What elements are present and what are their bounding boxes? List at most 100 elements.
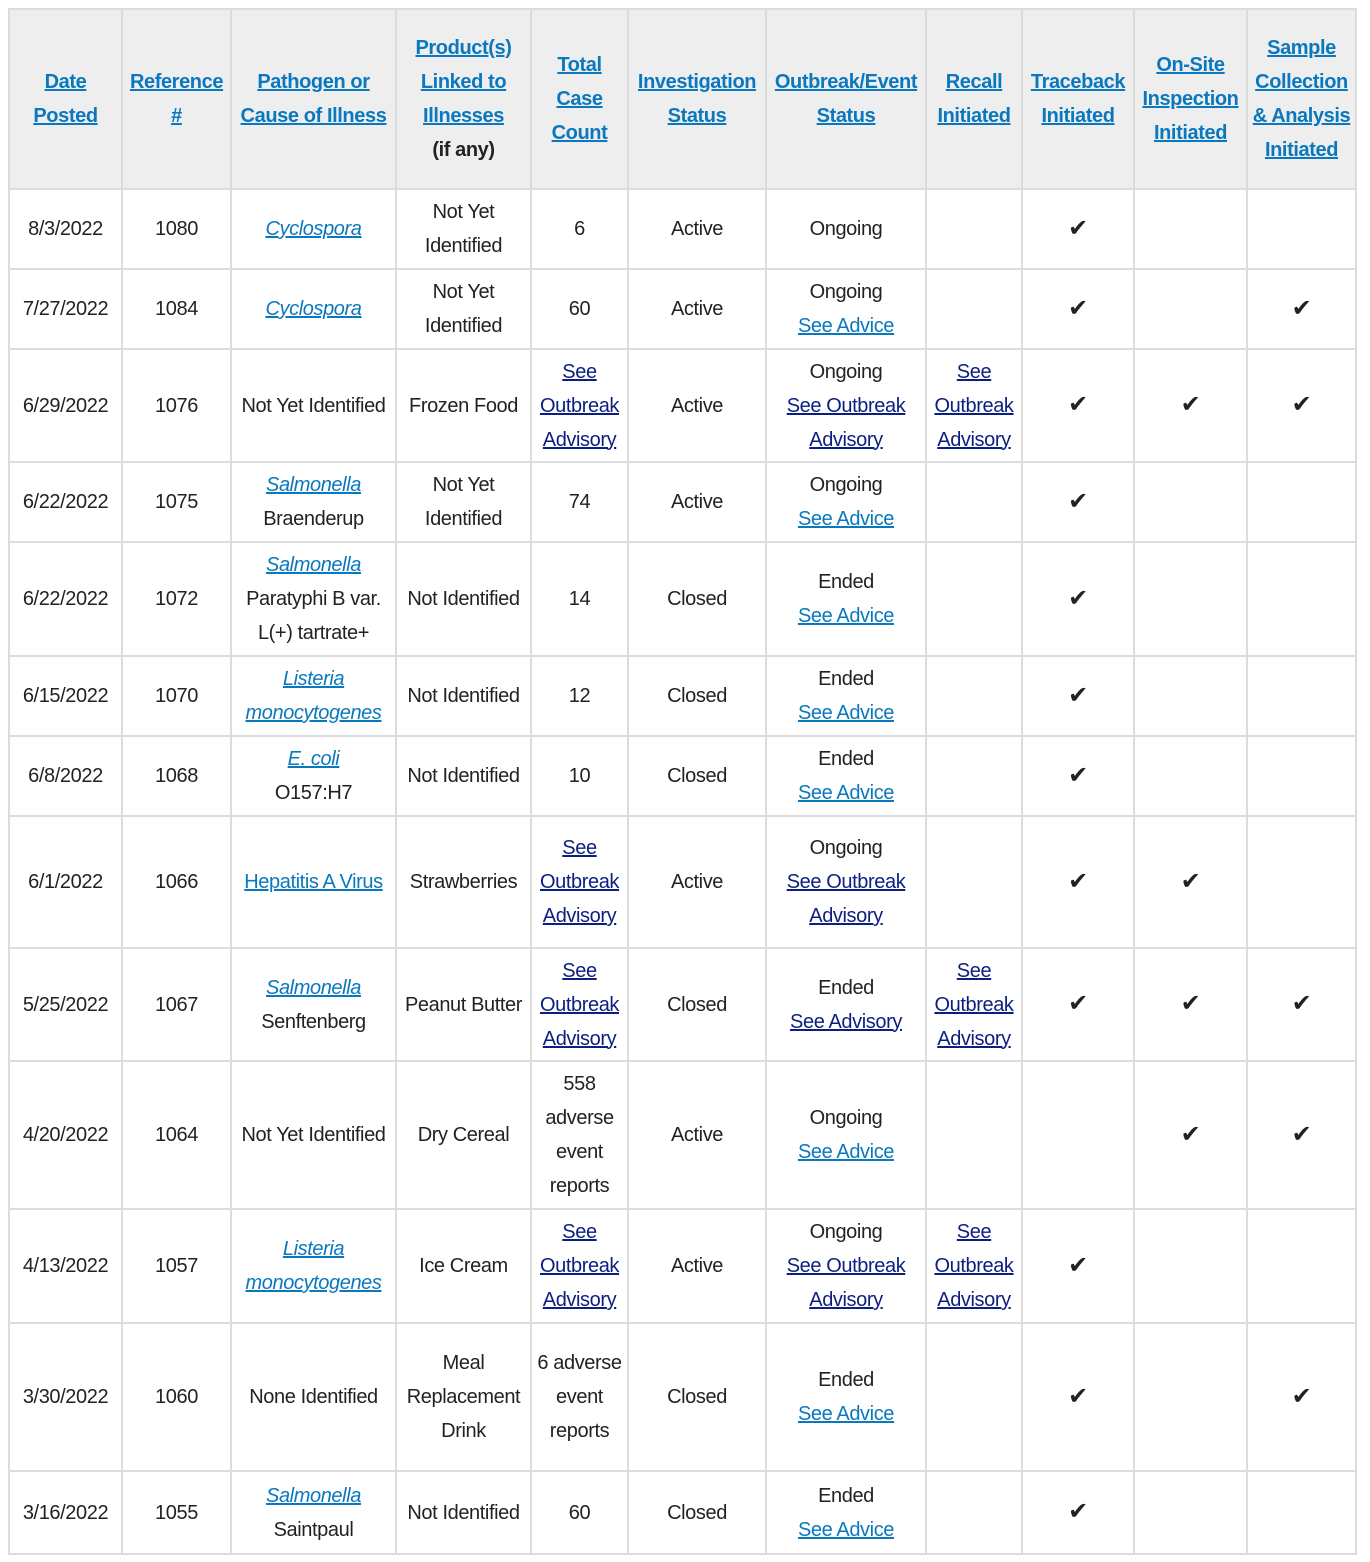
sort-link-onsite-inspection[interactable]: On-Site Inspection Initiated — [1142, 54, 1239, 144]
investigation-status-cell: Active — [627, 1060, 767, 1210]
sort-link-pathogen[interactable]: Pathogen or Cause of Illness — [240, 71, 387, 127]
pathogen-link[interactable]: Salmonella — [266, 474, 361, 496]
cell-text: Ended — [818, 1369, 874, 1391]
advisory-link[interactable]: See Outbreak Advisory — [539, 837, 620, 927]
pathogen-cell: Salmonella Saintpaul — [230, 1470, 397, 1555]
checkmark-icon: ✔ — [1291, 990, 1312, 1017]
advisory-link[interactable]: See Outbreak Advisory — [934, 1221, 1014, 1311]
checkmark-icon: ✔ — [1068, 584, 1088, 612]
reference-number: 1070 — [155, 685, 198, 707]
checkmark-icon: ✔ — [1291, 294, 1312, 322]
advisory-link[interactable]: See Outbreak Advisory — [539, 360, 620, 451]
advisory-link[interactable]: See Outbreak Advisory — [934, 360, 1014, 451]
sample-cell: ✔ — [1246, 1322, 1357, 1472]
cell-text: Ended — [818, 1484, 874, 1507]
pathogen-link[interactable]: Listeria monocytogenes — [245, 668, 382, 724]
pathogen-cell: E. coli O157:H7 — [230, 735, 397, 817]
cell-text: Ongoing — [809, 281, 883, 303]
recall-cell — [925, 815, 1023, 949]
outbreak-investigations-table: Date Posted Reference # Pathogen or Cause … — [8, 8, 1357, 1555]
cell-text: Not Yet Identified — [424, 201, 503, 257]
sort-link-traceback-initiated[interactable]: Traceback Initiated — [1030, 71, 1126, 127]
investigation-status-cell: Closed — [627, 655, 767, 737]
case-count-cell: See Outbreak Advisory — [530, 815, 629, 949]
advisory-link[interactable]: See Outbreak Advisory — [786, 1255, 906, 1311]
cell-text: Not Yet Identified — [241, 1124, 386, 1146]
pathogen-cell: Salmonella Senftenberg — [230, 947, 397, 1062]
checkmark-icon: ✔ — [1068, 487, 1088, 515]
product-cell: Not Identified — [395, 735, 532, 817]
investigation-status: Closed — [667, 993, 727, 1016]
pathogen-link[interactable]: E. coli — [287, 748, 340, 770]
recall-cell: See Outbreak Advisory — [925, 348, 1023, 463]
checkmark-icon: ✔ — [1291, 391, 1312, 418]
date-posted: 4/13/2022 — [22, 1255, 109, 1277]
date-posted: 6/1/2022 — [28, 871, 103, 893]
advisory-link[interactable]: See Outbreak Advisory — [786, 871, 906, 927]
traceback-cell: ✔ — [1021, 815, 1135, 949]
table-row: 4/20/2022 1064 Not Yet Identified Dry Cerea… — [8, 1060, 1357, 1210]
cell-text: 6 — [574, 218, 585, 240]
recall-cell — [925, 735, 1023, 817]
recall-cell — [925, 1322, 1023, 1472]
advisory-link[interactable]: See Outbreak Advisory — [934, 959, 1014, 1050]
sample-cell — [1246, 461, 1357, 543]
investigation-status: Active — [670, 218, 724, 240]
sort-link-sample-collection[interactable]: Sample Collection & Analysis Initiated — [1252, 37, 1351, 161]
reference-number: 1057 — [155, 1255, 198, 1277]
pathogen-cell: Hepatitis A Virus — [230, 815, 397, 949]
cell-text: 6 adverse event reports — [537, 1352, 622, 1442]
traceback-cell — [1021, 1060, 1135, 1210]
see-advice-link[interactable]: See Advice — [797, 1518, 895, 1541]
see-advice-link[interactable]: See Advice — [797, 1141, 895, 1163]
sort-link-outbreak-status[interactable]: Outbreak/Event Status — [774, 71, 918, 127]
sample-cell — [1246, 541, 1357, 657]
date-cell: 5/25/2022 — [8, 947, 123, 1062]
sort-link-reference[interactable]: Reference # — [129, 71, 224, 127]
sample-cell: ✔ — [1246, 268, 1357, 350]
reference-number: 1080 — [155, 218, 198, 240]
date-cell: 3/30/2022 — [8, 1322, 123, 1472]
reference-cell: 1067 — [121, 947, 232, 1062]
checkmark-icon: ✔ — [1068, 1251, 1088, 1279]
pathogen-link[interactable]: Cyclospora — [265, 298, 362, 320]
sort-link-products[interactable]: Product(s) Linked to Illnesses — [415, 37, 512, 127]
advisory-link[interactable]: See Outbreak Advisory — [539, 959, 620, 1050]
advisory-link[interactable]: See Outbreak Advisory — [539, 1221, 620, 1311]
see-advice-link[interactable]: See Advice — [797, 782, 895, 804]
product-cell: Meal Replacement Drink — [395, 1322, 532, 1472]
checkmark-icon: ✔ — [1068, 681, 1088, 709]
sample-cell: ✔ — [1246, 947, 1357, 1062]
reference-number: 1067 — [155, 993, 198, 1016]
cell-text: Ended — [818, 668, 874, 690]
see-advice-link[interactable]: See Advice — [797, 605, 895, 627]
sort-link-recall-initiated[interactable]: Recall Initiated — [937, 71, 1011, 127]
case-count-cell: 6 adverse event reports — [530, 1322, 629, 1472]
cell-text: L(+) tartrate+ — [257, 622, 370, 644]
sort-link-total-case-count[interactable]: Total Case Count — [551, 54, 608, 144]
pathogen-link[interactable]: Hepatitis A Virus — [244, 871, 383, 893]
cell-text: O157:H7 — [274, 782, 353, 804]
pathogen-link[interactable]: Salmonella — [266, 554, 361, 576]
date-cell: 6/22/2022 — [8, 461, 123, 543]
advisory-link[interactable]: See Advisory — [790, 1010, 902, 1033]
date-posted: 6/29/2022 — [22, 394, 109, 417]
sort-link-investigation-status[interactable]: Investigation Status — [637, 71, 757, 127]
see-advice-link[interactable]: See Advice — [797, 1403, 895, 1425]
see-advice-link[interactable]: See Advice — [797, 508, 895, 530]
product-cell: Peanut Butter — [395, 947, 532, 1062]
reference-number: 1066 — [155, 871, 198, 893]
pathogen-link[interactable]: Salmonella — [266, 976, 361, 999]
see-advice-link[interactable]: See Advice — [797, 315, 895, 337]
advisory-link[interactable]: See Outbreak Advisory — [786, 394, 906, 451]
date-posted: 6/15/2022 — [22, 685, 109, 707]
pathogen-link[interactable]: Salmonella — [266, 1484, 361, 1507]
see-advice-link[interactable]: See Advice — [797, 702, 895, 724]
header-row: Date Posted Reference # Pathogen or Cause … — [8, 8, 1357, 190]
column-header-date-posted: Date Posted — [8, 8, 123, 190]
pathogen-link[interactable]: Cyclospora — [265, 218, 362, 240]
investigation-status: Active — [670, 1124, 724, 1146]
pathogen-link[interactable]: Listeria monocytogenes — [245, 1238, 382, 1294]
sort-link-date-posted[interactable]: Date Posted — [33, 71, 98, 127]
table-row: 8/3/2022 1080 Cyclospora Not Yet Identified… — [8, 188, 1357, 270]
